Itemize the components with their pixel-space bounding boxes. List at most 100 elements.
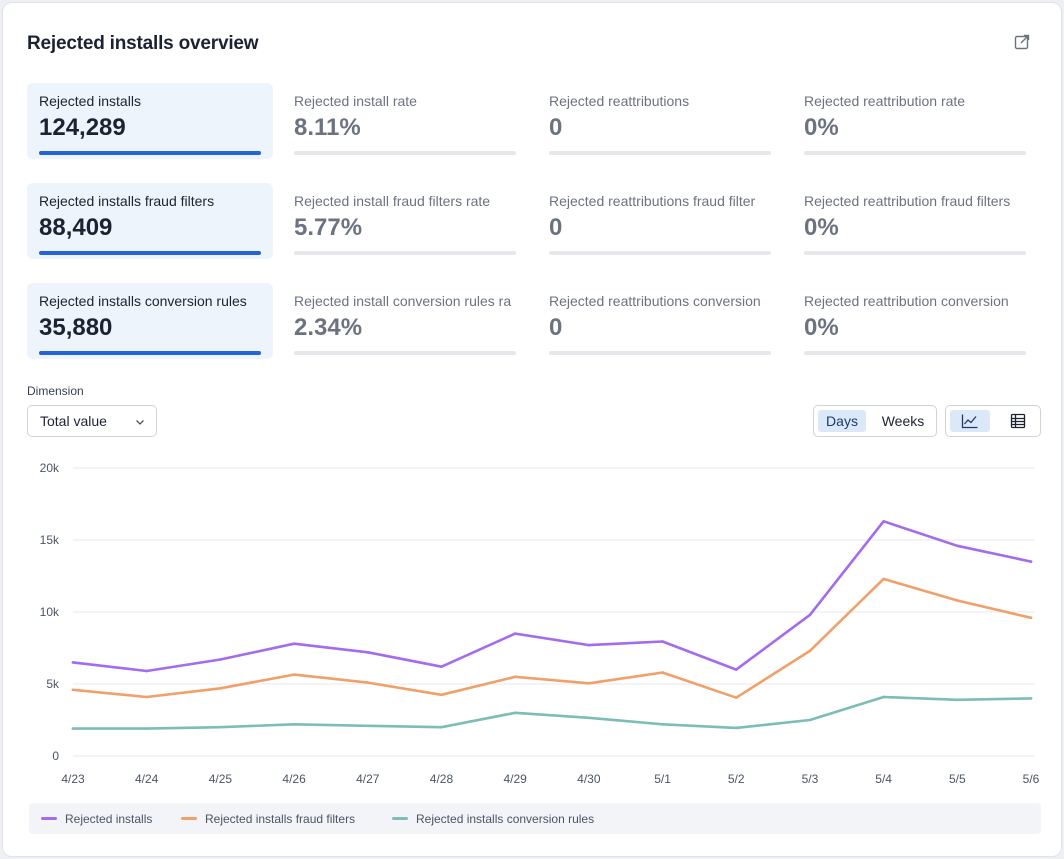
legend-swatch	[392, 817, 408, 821]
metric-tile[interactable]: Rejected installs fraud filters 88,409	[27, 183, 273, 259]
data-point	[366, 724, 370, 728]
data-point	[1029, 697, 1033, 700]
y-tick-label: 10k	[40, 605, 60, 619]
x-tick-label: 5/1	[654, 772, 671, 786]
metric-tile[interactable]: Rejected install rate 8.11%	[282, 83, 528, 159]
view-toggle	[945, 405, 1041, 437]
data-point	[1029, 560, 1033, 563]
data-point	[587, 716, 591, 720]
data-point	[513, 711, 517, 715]
period-toggle: Days Weeks	[813, 405, 937, 437]
days-button[interactable]: Days	[818, 410, 866, 432]
x-tick-label: 4/30	[577, 772, 601, 786]
metric-indicator-bar	[294, 251, 516, 255]
metric-indicator-bar	[294, 151, 516, 155]
metric-tile[interactable]: Rejected reattribution conversion 0%	[792, 283, 1038, 359]
metric-value: 5.77%	[294, 214, 363, 241]
card-title: Rejected installs overview	[27, 33, 259, 54]
x-tick-label: 5/2	[728, 772, 745, 786]
data-point	[808, 718, 812, 722]
data-point	[882, 519, 885, 523]
metric-label: Rejected reattribution rate	[804, 93, 966, 109]
metric-label: Rejected installs	[39, 93, 141, 109]
data-point	[292, 642, 296, 645]
metric-tile[interactable]: Rejected installs conversion rules 35,880	[27, 283, 273, 359]
metric-value: 35,880	[39, 314, 113, 341]
data-point	[71, 661, 75, 664]
legend-label: Rejected installs conversion rules	[416, 812, 595, 826]
data-point	[71, 727, 75, 730]
data-point	[956, 544, 959, 548]
data-point	[440, 665, 443, 669]
metric-tile[interactable]: Rejected reattributions 0	[537, 83, 783, 159]
data-point	[956, 698, 959, 702]
data-point	[145, 727, 148, 730]
data-point	[734, 668, 738, 671]
data-point	[587, 681, 591, 685]
y-tick-label: 15k	[40, 533, 60, 547]
data-point	[219, 687, 222, 690]
metric-indicator-bar	[549, 351, 771, 355]
x-tick-label: 4/24	[135, 772, 159, 786]
line-chart-icon	[961, 414, 978, 429]
y-tick-label: 5k	[46, 677, 60, 691]
x-tick-label: 5/5	[949, 772, 966, 786]
legend-item-rejected-installs[interactable]: Rejected installs	[41, 812, 152, 826]
metric-tile[interactable]: Rejected installs 124,289	[27, 83, 273, 159]
metric-label: Rejected install conversion rules ra	[294, 293, 512, 309]
dimension-select[interactable]: Total value	[27, 405, 157, 437]
data-point	[292, 673, 296, 676]
y-tick-label: 20k	[40, 461, 60, 475]
data-point	[1029, 616, 1033, 620]
metric-value: 0%	[804, 214, 839, 241]
metric-value: 2.34%	[294, 314, 363, 341]
data-point	[808, 613, 812, 617]
legend-item-fraud-filters[interactable]: Rejected installs fraud filters	[181, 812, 355, 826]
x-tick-label: 4/26	[282, 772, 306, 786]
metric-indicator-bar	[804, 151, 1026, 155]
metric-label: Rejected installs conversion rules	[39, 293, 247, 309]
table-view-button[interactable]	[998, 410, 1038, 432]
metric-indicator-bar	[804, 351, 1026, 355]
legend-item-conversion-rules[interactable]: Rejected installs conversion rules	[392, 812, 594, 826]
data-point	[587, 643, 591, 647]
x-tick-label: 4/25	[209, 772, 233, 786]
metric-tile[interactable]: Rejected reattributions conversion 0	[537, 283, 783, 359]
external-link-icon[interactable]	[1013, 33, 1031, 51]
metric-tile[interactable]: Rejected install fraud filters rate 5.77%	[282, 183, 528, 259]
metric-label: Rejected installs fraud filters	[39, 193, 215, 209]
x-tick-label: 4/29	[503, 772, 527, 786]
data-point	[882, 695, 885, 699]
metric-label: Rejected reattributions conversion	[549, 293, 761, 309]
metric-tile[interactable]: Rejected reattributions fraud filter 0	[537, 183, 783, 259]
metric-tile[interactable]: Rejected reattribution rate 0%	[792, 83, 1038, 159]
data-point	[219, 658, 222, 661]
weeks-button[interactable]: Weeks	[881, 413, 925, 429]
metric-value: 0%	[804, 114, 839, 141]
line-chart: 20k 15k 10k 5k 04/23 4/24 4/25 4/26 4/27 4/28 4/29…	[40, 461, 1040, 786]
metric-value: 0	[549, 114, 563, 141]
data-point	[513, 675, 517, 679]
data-point	[440, 725, 443, 729]
line-chart-view-button[interactable]	[950, 410, 990, 432]
metric-indicator-bar	[39, 151, 261, 155]
dimension-label: Dimension	[27, 384, 84, 398]
metric-value: 0%	[804, 314, 839, 341]
metric-indicator-bar	[804, 251, 1026, 255]
x-tick-label: 4/28	[430, 772, 454, 786]
metric-value: 88,409	[39, 214, 113, 241]
legend-swatch	[181, 817, 197, 821]
legend-label: Rejected installs	[65, 812, 153, 826]
data-point	[440, 693, 443, 697]
data-point	[734, 726, 738, 730]
metric-indicator-bar	[549, 251, 771, 255]
metric-label: Rejected reattributions	[549, 93, 690, 109]
chevron-down-icon	[136, 420, 144, 425]
data-point	[661, 671, 664, 674]
data-point	[808, 649, 812, 653]
metric-tile[interactable]: Rejected reattribution fraud filters 0%	[792, 183, 1038, 259]
metric-tile[interactable]: Rejected install conversion rules ra 2.34…	[282, 283, 528, 359]
table-icon	[1010, 413, 1026, 429]
metric-value: 124,289	[39, 114, 126, 141]
